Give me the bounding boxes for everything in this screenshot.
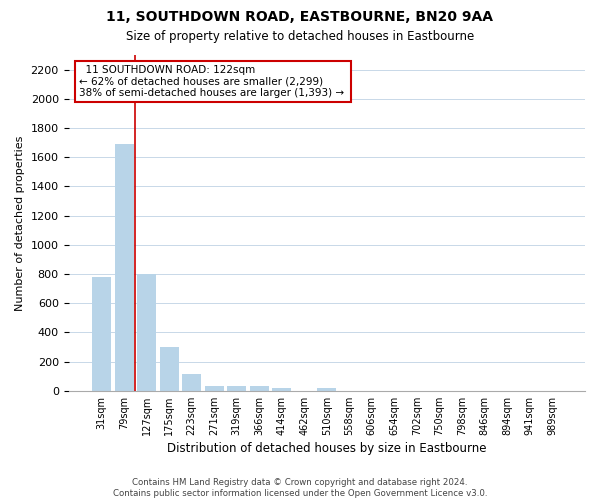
Bar: [160, 347, 179, 391]
Text: Size of property relative to detached houses in Eastbourne: Size of property relative to detached ho…: [126, 30, 474, 43]
Text: Contains HM Land Registry data © Crown copyright and database right 2024.
Contai: Contains HM Land Registry data © Crown c…: [113, 478, 487, 498]
Bar: [92, 277, 111, 391]
Y-axis label: Number of detached properties: Number of detached properties: [15, 135, 25, 310]
Bar: [227, 386, 246, 391]
Text: 11, SOUTHDOWN ROAD, EASTBOURNE, BN20 9AA: 11, SOUTHDOWN ROAD, EASTBOURNE, BN20 9AA: [107, 10, 493, 24]
Bar: [115, 144, 134, 391]
Bar: [205, 386, 224, 391]
Bar: [182, 374, 201, 391]
X-axis label: Distribution of detached houses by size in Eastbourne: Distribution of detached houses by size …: [167, 442, 487, 455]
Text: 11 SOUTHDOWN ROAD: 122sqm  
← 62% of detached houses are smaller (2,299)
38% of : 11 SOUTHDOWN ROAD: 122sqm ← 62% of detac…: [79, 65, 347, 98]
Bar: [317, 388, 337, 391]
Bar: [250, 386, 269, 391]
Bar: [137, 274, 156, 391]
Bar: [272, 388, 291, 391]
